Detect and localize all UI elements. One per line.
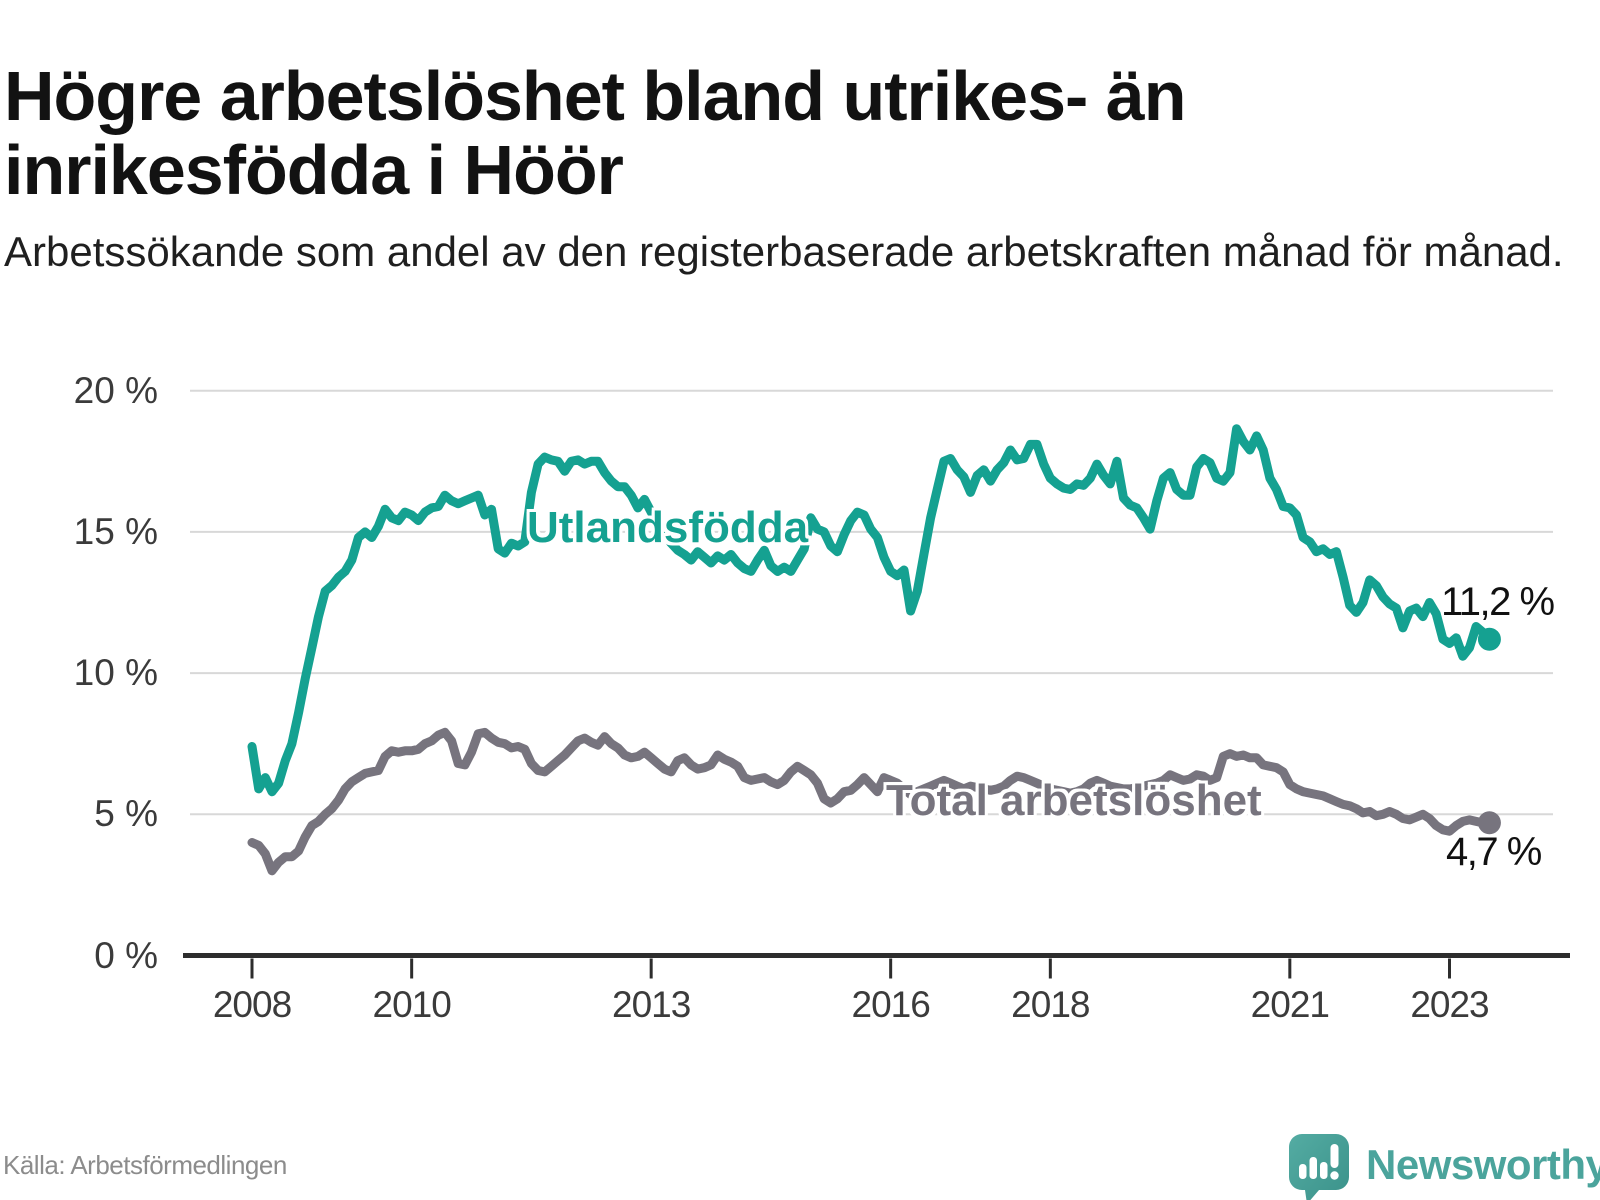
y-axis-tick-label: 0 % [94, 934, 158, 976]
x-axis-tick-label: 2016 [851, 984, 931, 1025]
newsworthy-logo: Newsworthy [1288, 1133, 1600, 1200]
series-line-total-arbetsl-shet [247, 727, 1494, 876]
y-axis-tick-label: 5 % [94, 793, 158, 835]
series-line-utlandsf-dda [247, 424, 1494, 797]
chart-subtitle: Arbetssökande som andel av den registerb… [4, 228, 1564, 275]
end-value-label-utlandsfodda: 11,2 % [1441, 580, 1555, 624]
y-axis-tick-label: 20 % [73, 369, 158, 411]
brand-name: Newsworthy [1366, 1141, 1600, 1188]
end-value-label-total: 4,7 % [1446, 830, 1542, 874]
x-axis-tick-label: 2018 [1011, 984, 1090, 1025]
source-note: Källa: Arbetsförmedlingen [3, 1150, 287, 1180]
x-axis-tick-label: 2023 [1410, 984, 1489, 1025]
y-axis-tick-label: 10 % [73, 652, 158, 694]
x-axis-tick-label: 2013 [612, 984, 691, 1025]
y-axis-tick-label: 15 % [73, 510, 158, 552]
series-label-total-arbetsloshet: Total arbetslöshet [886, 776, 1262, 825]
newsworthy-speech-bubble-icon [1289, 1134, 1349, 1200]
x-axis-tick-label: 2021 [1250, 984, 1330, 1025]
series-label-utlandsfodda: Utlandsfödda [527, 503, 809, 552]
x-axis-tick-label: 2008 [212, 984, 292, 1025]
page-title: Högre arbetslöshet bland utrikes- än inr… [4, 56, 1186, 210]
x-axis-tick-label: 2010 [372, 984, 452, 1025]
end-dot-utlandsf-dda [1477, 627, 1501, 651]
end-dot-total-arbetsl-shet [1477, 811, 1501, 835]
